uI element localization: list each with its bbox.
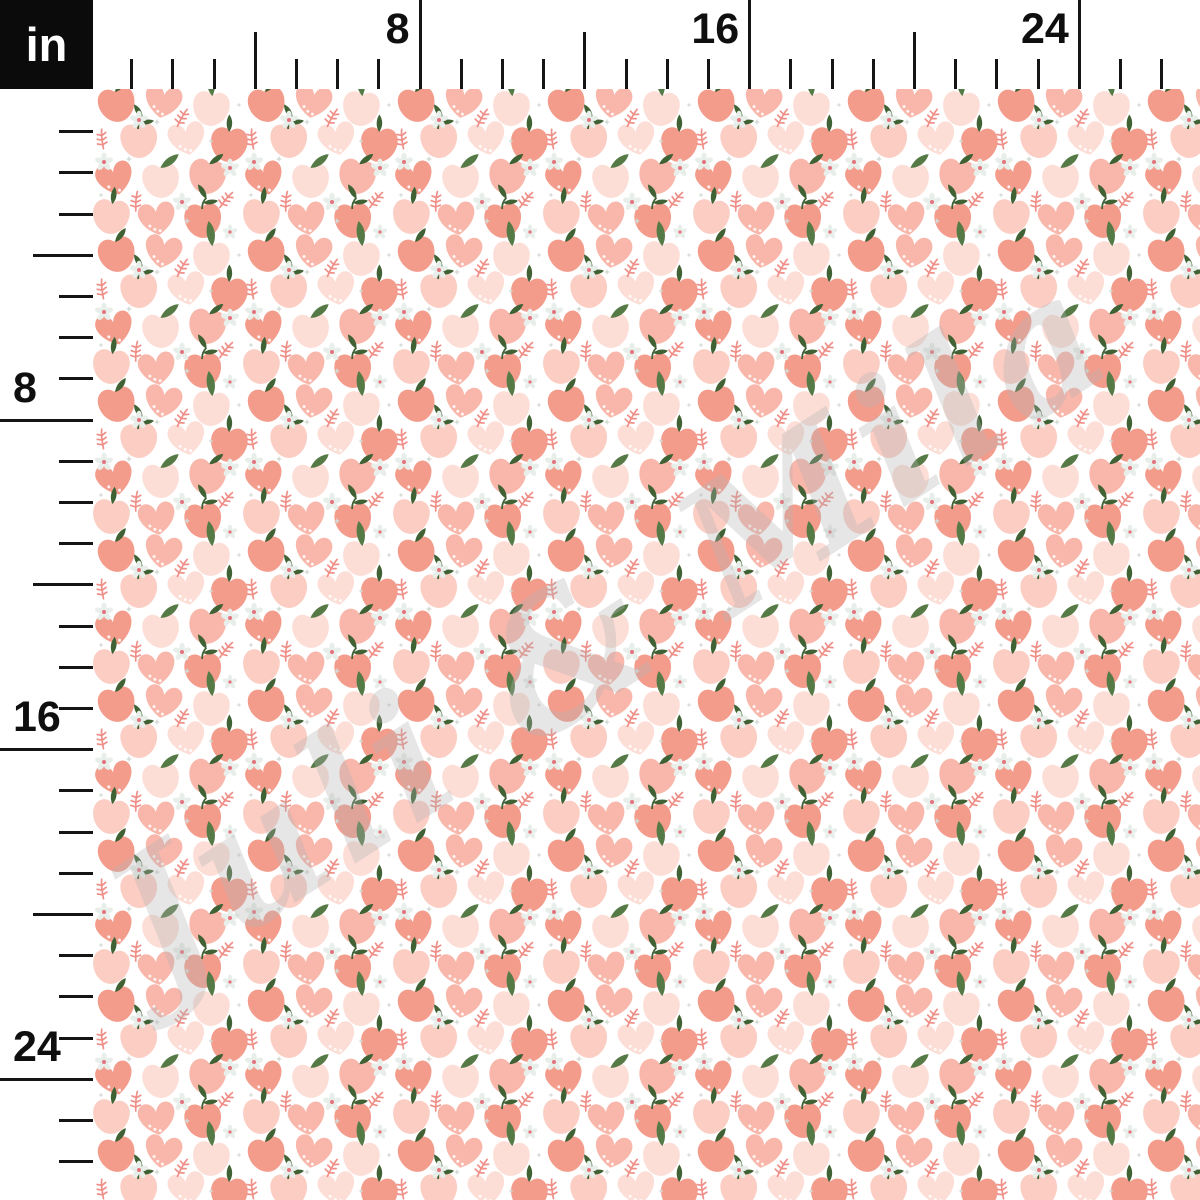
top-ruler-number: 24	[1020, 5, 1069, 53]
left-ruler-tick	[33, 583, 93, 586]
top-ruler-tick	[295, 59, 298, 89]
left-ruler-tick	[59, 831, 93, 834]
top-ruler-tick	[377, 59, 380, 89]
left-ruler-tick	[33, 913, 93, 916]
left-ruler-tick	[59, 1037, 93, 1040]
top-ruler-tick	[542, 59, 545, 89]
left-ruler-tick	[59, 954, 93, 957]
left-ruler-tick	[59, 1160, 93, 1163]
left-ruler-tick	[59, 171, 93, 174]
left-ruler-tick	[59, 666, 93, 669]
top-ruler-tick	[1078, 0, 1081, 89]
left-ruler-tick	[0, 1078, 93, 1081]
top-ruler-tick	[872, 59, 875, 89]
top-ruler-tick	[460, 59, 463, 89]
left-ruler-number: 8	[13, 363, 37, 412]
fabric-pattern-svg	[93, 89, 1200, 1200]
left-ruler-tick	[59, 377, 93, 380]
top-ruler-tick	[336, 59, 339, 89]
left-ruler-tick	[59, 501, 93, 504]
top-ruler-tick	[831, 59, 834, 89]
left-ruler-tick	[59, 336, 93, 339]
left-ruler-tick	[59, 789, 93, 792]
top-ruler-tick	[1160, 59, 1163, 89]
left-ruler-number: 16	[13, 693, 61, 742]
top-ruler-tick	[954, 59, 957, 89]
left-ruler-tick	[59, 707, 93, 710]
top-ruler-tick	[254, 32, 257, 89]
left-ruler-tick	[59, 872, 93, 875]
top-ruler-tick	[707, 59, 710, 89]
left-ruler-tick	[33, 254, 93, 257]
top-ruler-tick	[419, 0, 422, 89]
ruler-left: 8 16 24	[0, 0, 93, 1200]
top-ruler-number: 16	[691, 5, 740, 53]
left-ruler-tick	[59, 460, 93, 463]
left-ruler-tick	[59, 213, 93, 216]
left-ruler-number: 24	[13, 1022, 61, 1071]
top-ruler-tick	[1037, 59, 1040, 89]
ruler-unit-label: in	[25, 18, 68, 71]
top-ruler-tick	[213, 59, 216, 89]
top-ruler-tick	[913, 32, 916, 89]
top-ruler-tick	[583, 32, 586, 89]
top-ruler-tick	[625, 59, 628, 89]
top-ruler-tick	[666, 59, 669, 89]
top-ruler-tick	[748, 0, 751, 89]
top-ruler-tick	[171, 59, 174, 89]
top-ruler-tick	[130, 59, 133, 89]
left-ruler-tick	[59, 995, 93, 998]
left-ruler-tick	[59, 625, 93, 628]
top-ruler-number: 8	[385, 5, 410, 53]
ruler-top: 8 16 24	[0, 0, 1200, 89]
fabric-swatch: Juli & Mila	[93, 89, 1200, 1200]
top-ruler-tick	[1119, 59, 1122, 89]
left-ruler-tick	[0, 748, 93, 751]
top-ruler-tick	[995, 59, 998, 89]
top-ruler-tick	[501, 59, 504, 89]
left-ruler-tick	[59, 130, 93, 133]
ruler-unit-box: in	[0, 0, 93, 89]
left-ruler-tick	[59, 1119, 93, 1122]
top-ruler-tick	[789, 59, 792, 89]
left-ruler-tick	[0, 419, 93, 422]
left-ruler-tick	[59, 542, 93, 545]
left-ruler-tick	[59, 295, 93, 298]
